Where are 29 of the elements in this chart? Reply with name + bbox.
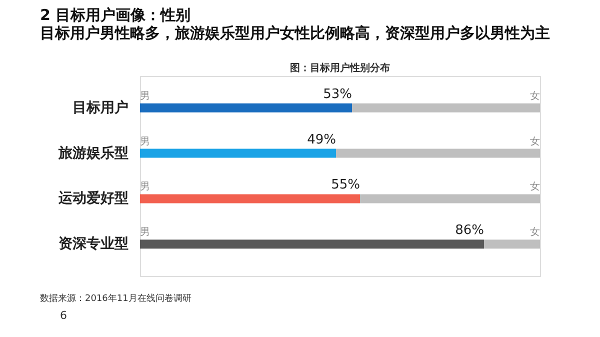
text: 女 (530, 136, 540, 148)
y-tick-label: 运动爱好型 (58, 190, 128, 207)
data-label: 86% (455, 223, 484, 238)
text: 6 (60, 309, 67, 322)
bar (336, 148, 540, 158)
chart-title: 2 目标用户画像：性别 (40, 6, 191, 24)
text: 女 (530, 227, 540, 238)
text: 男 (140, 182, 150, 193)
text: 男 (140, 136, 150, 148)
data-label: 53% (323, 86, 352, 102)
bar (140, 194, 360, 204)
y-tick-label: 目标用户 (72, 98, 128, 116)
bar (352, 103, 540, 112)
text: 女 (530, 182, 540, 193)
series-label: 女 (530, 90, 540, 102)
text: 图：目标用户性别分布 (290, 62, 390, 74)
y-tick-label: 资深专业型 (58, 235, 128, 252)
bar (360, 194, 540, 204)
bar (140, 148, 336, 158)
y-tick-label: 旅游娱乐型 (58, 144, 128, 162)
chart-subtitle: 目标用户男性略多，旅游娱乐型用户女性比例略高，资深型用户多以男性为主 (40, 24, 550, 42)
data-label: 49% (307, 132, 336, 148)
series-label: 男 (140, 90, 150, 102)
bar (140, 240, 484, 249)
bar (484, 240, 540, 249)
source-note: 数据来源：2016年11月在线问卷调研 (40, 293, 192, 304)
bar (140, 103, 352, 112)
data-label: 55% (331, 178, 360, 193)
text: 男 (140, 227, 150, 238)
